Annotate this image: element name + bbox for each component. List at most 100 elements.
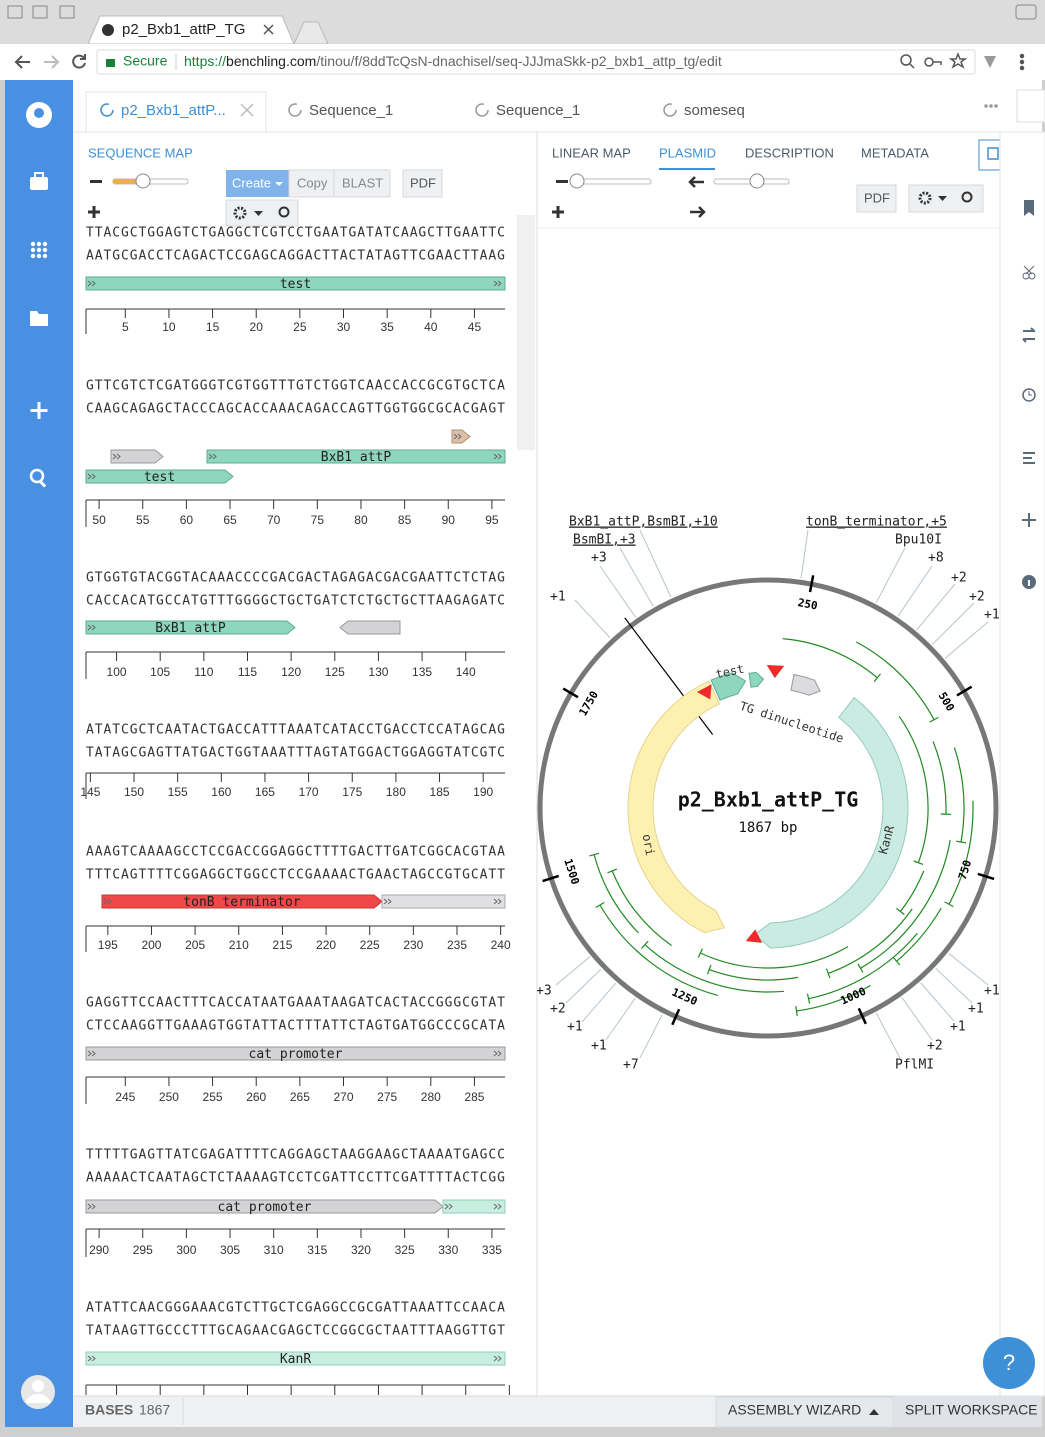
feature[interactable] — [206, 449, 506, 464]
top-strand: GAGGTTCCAACTTTCACCATAATGAAATAAGATCACTACC… — [86, 996, 505, 1011]
site-label[interactable]: BxB1_attP,BsmBI,+10 — [569, 515, 718, 530]
site-label[interactable]: +1 — [950, 1020, 966, 1035]
split-workspace-button[interactable] — [893, 1397, 1042, 1427]
search-icon — [278, 206, 290, 218]
feature[interactable] — [85, 1046, 506, 1061]
feature-chevron — [383, 898, 392, 905]
feature[interactable] — [442, 1199, 506, 1214]
zoom-in[interactable] — [88, 206, 100, 218]
feature-kanr[interactable] — [753, 696, 909, 949]
map-pdf-button[interactable] — [856, 184, 897, 213]
feature[interactable] — [85, 276, 506, 291]
map-pdf-label: PDF — [864, 190, 890, 205]
site-label[interactable]: +1 — [968, 1002, 984, 1017]
toolbar-icons[interactable] — [900, 51, 1025, 71]
ruler-label: 125 — [325, 665, 345, 679]
site-label[interactable]: Bpu10I — [895, 533, 942, 548]
feature[interactable] — [85, 1351, 506, 1366]
site-label[interactable]: +3 — [536, 984, 552, 999]
rotate-handle[interactable] — [749, 173, 765, 189]
site-label[interactable]: +1 — [591, 1039, 607, 1054]
zoom-out[interactable] — [90, 180, 102, 183]
site-label[interactable]: +2 — [969, 590, 985, 605]
site-label[interactable]: +1 — [984, 608, 1000, 623]
rotate-left[interactable] — [688, 176, 704, 188]
feature[interactable] — [110, 449, 164, 464]
site-leader — [935, 967, 973, 1004]
ruler-label: 55 — [136, 513, 150, 527]
address-bar[interactable] — [96, 49, 976, 75]
site-label[interactable]: +1 — [984, 984, 1000, 999]
site-label[interactable]: +1 — [550, 590, 566, 605]
map-gear-icon — [918, 191, 932, 205]
tab-label[interactable]: someseq — [684, 102, 745, 119]
pdf-button[interactable] — [402, 169, 443, 198]
bottom-strand: AATGCGACCTCAGACTCCGAGCAGGACTTACTATAGTTCG… — [86, 249, 505, 264]
ruler-label: 5 — [122, 320, 129, 334]
blast-button[interactable] — [333, 169, 391, 198]
feature-chevron — [87, 280, 96, 287]
url-host: benchling.com — [226, 53, 316, 69]
feature-test[interactable] — [710, 672, 747, 701]
site-label[interactable]: BsmBI,+3 — [573, 533, 636, 548]
feature[interactable] — [85, 469, 234, 484]
feature-tg[interactable] — [790, 673, 821, 696]
nav-buttons[interactable] — [14, 54, 86, 69]
sidebar-icons[interactable] — [21, 102, 55, 1409]
ruler-label: 130 — [368, 665, 388, 679]
view-tab[interactable]: PLASMID — [659, 145, 716, 160]
tab-close[interactable] — [240, 103, 254, 117]
scrollbar[interactable] — [517, 215, 535, 450]
tab-label[interactable]: Sequence_1 — [309, 102, 393, 119]
orf-end — [873, 673, 881, 682]
map-zoom-handle[interactable] — [569, 173, 585, 189]
ruler-label: 300 — [176, 1243, 196, 1257]
map-zoom-track[interactable] — [575, 178, 652, 185]
top-strand: GTTCGTCTCGATGGGTCGTGGTTTGTCTGGTCAACCACCG… — [86, 379, 505, 394]
rotate-right[interactable] — [690, 206, 706, 218]
ruler-label: 30 — [337, 320, 351, 334]
site-label[interactable]: +1 — [567, 1020, 583, 1035]
feature-ori[interactable] — [627, 680, 726, 934]
feature-test-2[interactable] — [748, 671, 765, 688]
site-label[interactable]: +2 — [951, 571, 967, 586]
site-leader — [639, 1014, 663, 1059]
assembly-wizard-button[interactable] — [715, 1396, 894, 1428]
feature[interactable] — [85, 1199, 444, 1214]
active-tab[interactable] — [85, 91, 267, 133]
ruler-label: 60 — [180, 513, 194, 527]
tab-label[interactable]: Sequence_1 — [496, 102, 580, 119]
settings-search-buttons[interactable] — [225, 199, 299, 227]
view-tab[interactable]: METADATA — [861, 145, 929, 160]
site-label[interactable]: +8 — [928, 551, 944, 566]
feature[interactable] — [339, 620, 401, 635]
tool-icons[interactable] — [1022, 200, 1036, 589]
site-label[interactable]: +2 — [927, 1039, 943, 1054]
collapse-button[interactable] — [1016, 89, 1045, 123]
window-controls[interactable] — [7, 4, 1037, 20]
help-button[interactable] — [983, 1337, 1035, 1389]
site-label[interactable]: +7 — [623, 1058, 639, 1073]
feature[interactable] — [381, 894, 506, 909]
feature[interactable] — [101, 894, 383, 909]
view-tab[interactable]: DESCRIPTION — [745, 145, 834, 160]
tab-menu[interactable] — [984, 104, 998, 108]
tab-label[interactable]: p2_Bxb1_attP... — [121, 102, 226, 119]
tab-spinner — [475, 103, 489, 117]
site-label[interactable]: +2 — [550, 1002, 566, 1017]
feature-chevron — [87, 1355, 96, 1362]
copy-button[interactable] — [288, 169, 335, 198]
site-label[interactable]: tonB_terminator,+5 — [806, 515, 947, 530]
zoom-handle[interactable] — [135, 173, 151, 189]
view-tab[interactable]: LINEAR MAP — [552, 145, 631, 160]
orf-arc — [796, 984, 871, 1012]
site-label[interactable]: PflMI — [895, 1058, 934, 1073]
site-label[interactable]: +3 — [591, 551, 607, 566]
ruler-label: 245 — [115, 1090, 135, 1104]
map-zoom-in[interactable] — [552, 206, 564, 218]
tab-close[interactable] — [263, 24, 274, 35]
ruler-label: 140 — [456, 665, 476, 679]
tab-spinner — [100, 103, 114, 117]
feature[interactable] — [85, 620, 296, 635]
map-zoom-out[interactable] — [556, 180, 568, 183]
